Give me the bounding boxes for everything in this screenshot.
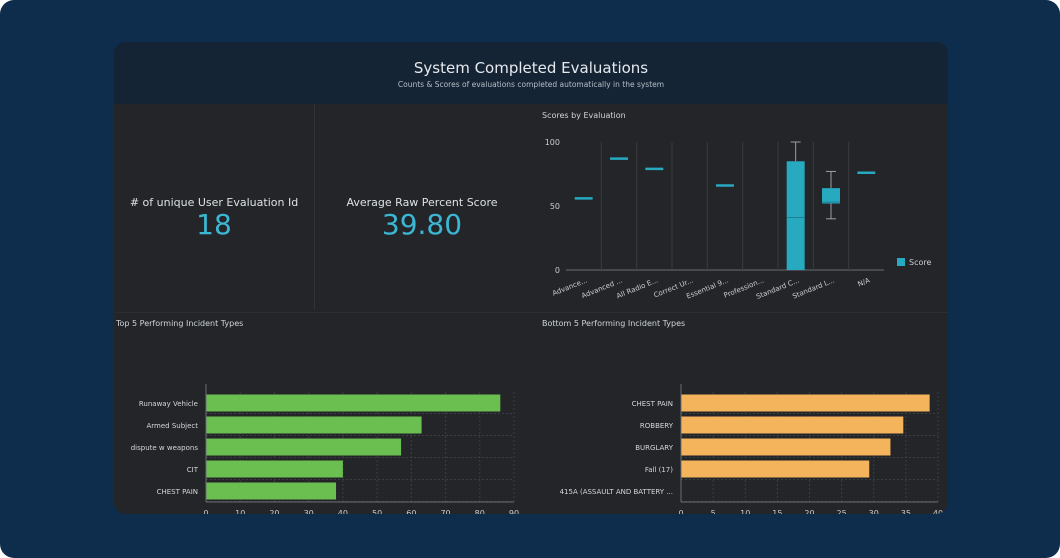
bottom-5-incident-types-chart: 0 5 10 15 20 25 30 35 40 CHEST PAIN ROBBERY BURGLAR… [560, 384, 943, 514]
top-5-incident-types-chart: 0 10 20 30 40 50 60 70 80 90 Runaway Vehicle Armed … [131, 384, 519, 514]
x-tick-label: 40 [338, 509, 348, 514]
kpi-unique-evaluations[interactable]: # of unique User Evaluation Id 18 [114, 104, 314, 310]
x-tick-label: 60 [406, 509, 416, 514]
x-tick-label: 25 [837, 509, 847, 514]
y-category-label: dispute w weapons [131, 444, 199, 452]
x-tick-label: N/A [857, 276, 872, 288]
chart-title: Bottom 5 Performing Incident Types [542, 319, 686, 328]
y-category-label: ROBBERY [640, 422, 674, 430]
bar-mark [206, 482, 337, 500]
kpi-average-score[interactable]: Average Raw Percent Score 39.80 [315, 104, 529, 310]
x-tick-label: 80 [475, 509, 485, 514]
dashboard: System Completed Evaluations Counts & Sc… [114, 42, 948, 514]
box-mark [716, 184, 734, 187]
bar-mark [206, 460, 343, 478]
box-mark [645, 167, 664, 171]
box-mark [574, 197, 593, 200]
y-category-label: BURGLARY [635, 444, 673, 452]
y-tick-label: 0 [555, 266, 560, 275]
y-category-label: CHEST PAIN [632, 400, 673, 408]
legend-swatch [897, 258, 905, 266]
y-tick-label: 100 [545, 138, 560, 147]
y-category-label: Armed Subject [146, 422, 198, 430]
scores-by-evaluation-panel[interactable]: Scores by Evaluation 0 50 100 Advance... Adv… [534, 104, 948, 312]
x-tick-label: 70 [440, 509, 450, 514]
x-tick-label: 50 [372, 509, 382, 514]
bar-mark [206, 416, 422, 434]
box-mark [786, 161, 805, 270]
x-tick-label: 10 [235, 509, 245, 514]
dashboard-header: System Completed Evaluations Counts & Sc… [114, 42, 948, 104]
dashboard-title: System Completed Evaluations [413, 59, 649, 77]
y-category-label: CIT [187, 466, 199, 474]
y-category-label: Runaway Vehicle [139, 400, 198, 408]
legend-label: Score [909, 258, 931, 267]
kpi-divider [314, 104, 315, 310]
x-tick-label: 20 [804, 509, 814, 514]
x-tick-label: 35 [901, 509, 911, 514]
box-mark [610, 157, 628, 160]
chart-title: Top 5 Performing Incident Types [116, 319, 244, 328]
x-tick-label: 0 [203, 509, 208, 514]
bar-mark [681, 460, 870, 478]
kpi-value: 39.80 [381, 208, 463, 241]
bar-mark [681, 394, 930, 412]
bar-mark [206, 438, 402, 456]
x-tick-label: 90 [509, 509, 519, 514]
kpi-label: # of unique User Evaluation Id [129, 196, 299, 209]
row-divider [114, 312, 948, 313]
y-tick-label: 50 [550, 202, 560, 211]
x-tick-label: 20 [269, 509, 279, 514]
kpi-label: Average Raw Percent Score [346, 196, 498, 209]
x-tick-label: 30 [304, 509, 314, 514]
bottom-5-incident-types-panel[interactable]: Bottom 5 Performing Incident Types 0 5 10 1… [534, 314, 948, 514]
x-tick-label: 30 [869, 509, 879, 514]
x-tick-label: 0 [678, 509, 683, 514]
x-tick-label: 10 [740, 509, 750, 514]
x-tick-label: 40 [933, 509, 943, 514]
bar-mark [681, 416, 904, 434]
y-category-label: 415A (ASSAULT AND BATTERY ... [560, 488, 673, 496]
bar-mark [681, 438, 891, 456]
bar-mark [206, 394, 501, 412]
top-5-incident-types-panel[interactable]: Top 5 Performing Incident Types 0 10 20 30 4… [114, 314, 528, 514]
y-category-label: CHEST PAIN [157, 488, 198, 496]
x-tick-label: 5 [711, 509, 716, 514]
chart-title: Scores by Evaluation [542, 111, 626, 120]
y-category-label: Fall (17) [645, 466, 673, 474]
box-mark [857, 171, 876, 174]
x-tick-label: 15 [772, 509, 782, 514]
kpi-value: 18 [196, 208, 232, 241]
dashboard-subtitle: Counts & Scores of evaluations completed… [397, 80, 665, 89]
box-mark [822, 188, 840, 204]
